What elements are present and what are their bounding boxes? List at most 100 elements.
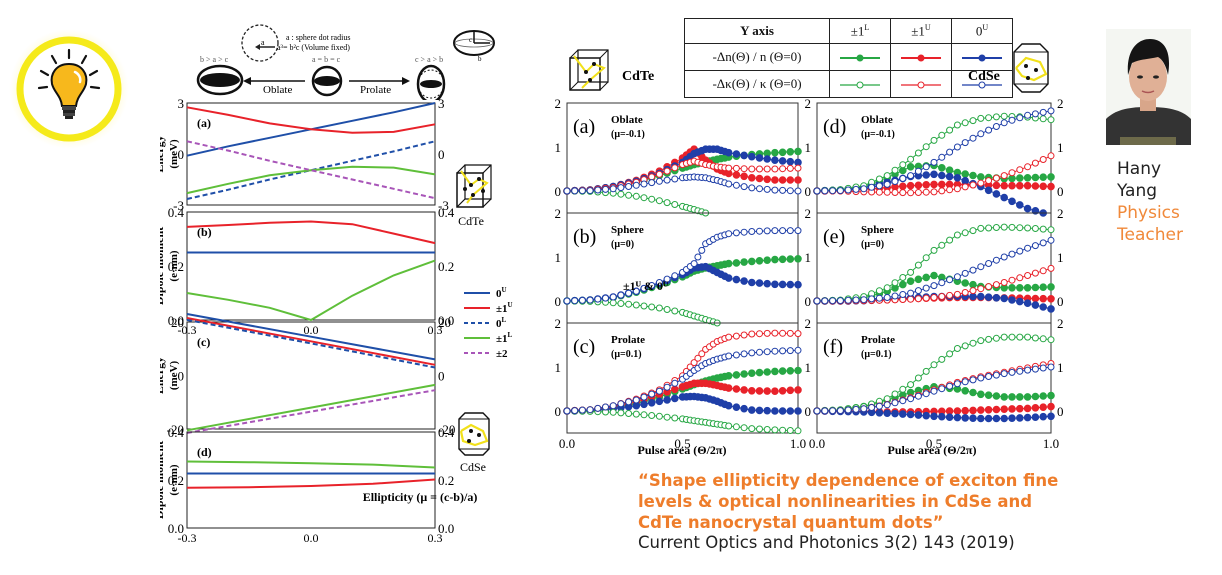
right-panel-f: 0 0 1 1 2 2 0.0 0.5 1.0 (f) Prolate (μ=0.1) [805, 316, 1064, 451]
series-1L-point [985, 114, 993, 122]
series-1L-point [914, 374, 922, 382]
series-1L-point [655, 304, 663, 312]
y-tick-label-right: 3 [438, 96, 445, 111]
series-1L-point [883, 172, 891, 180]
series-nn0U-point [763, 279, 771, 288]
series-0U-point [821, 297, 829, 305]
series-1L-point [1031, 334, 1039, 342]
series-0U-point [922, 163, 930, 171]
series-1L-point [969, 117, 977, 125]
series-0U-point [899, 175, 907, 182]
series-1U-point [1016, 166, 1024, 174]
series-1L-point [1031, 225, 1039, 232]
y-tick-label: 2 [555, 316, 562, 331]
series-nn1L-point [1031, 392, 1040, 401]
series-1U-point [1000, 279, 1008, 286]
left-panel-c: -20 -20 0 0 20 20 (c) Energy (meV) [160, 313, 455, 437]
y-tick-label-right: 2 [1057, 206, 1064, 221]
series-1L-point [953, 231, 961, 239]
series-1L-point [922, 254, 930, 262]
series-1L-point [648, 195, 656, 203]
series-0U-point [625, 183, 633, 190]
series-1L-point [671, 201, 679, 208]
series-0U-point [836, 187, 844, 195]
series-nn0U-point [922, 171, 931, 179]
series-0U-point [563, 407, 571, 415]
series-nn0U-point [1016, 201, 1024, 209]
series-nn0U-point [953, 413, 962, 422]
series-nn1L-point [778, 148, 787, 157]
series-0U-point [1008, 250, 1016, 258]
series-1U-point [946, 186, 954, 194]
y-tick-label: 0.2 [168, 259, 184, 274]
series-1U-point [1031, 159, 1039, 167]
series-0U-point [860, 296, 868, 304]
series-nn0U-point [732, 275, 741, 284]
series-1L-point [1039, 335, 1047, 343]
y-tick-label: 0 [555, 294, 562, 309]
series-0U-point [602, 294, 609, 302]
y-axis-unit: (meV) [168, 361, 180, 391]
series-0U-point [1016, 114, 1024, 122]
series-0U-point [1047, 107, 1055, 115]
series-0U-point [1031, 110, 1039, 118]
series-0U-point [640, 284, 648, 292]
x-tick-label: 0.0 [304, 531, 319, 545]
series-1U-point [922, 294, 930, 302]
series-1U-point [725, 164, 733, 172]
series-nn0U-point [748, 406, 756, 414]
x-tick-label: 1.0 [790, 436, 806, 451]
series-1U-point [899, 189, 907, 197]
series-nn1L-point [1008, 284, 1016, 292]
series-1U-point [883, 188, 891, 196]
series-0U-point [578, 406, 586, 414]
series-0U-point [938, 385, 946, 393]
series-nn1L-point [786, 148, 795, 156]
legend-header-0U: 0U [951, 18, 1013, 44]
series-0U-point [907, 289, 915, 297]
series-1L-point [794, 427, 802, 435]
series-line-1U [186, 478, 436, 489]
prolate-label: Prolate [360, 84, 391, 96]
series-1U-point [938, 293, 946, 300]
series-1U-point [1016, 274, 1024, 282]
series-0U-point [1024, 366, 1032, 374]
legend-label: 0L [496, 316, 507, 330]
series-nn0U-point [763, 155, 771, 163]
y-tick-label: 1 [555, 140, 562, 155]
series-1L-point [663, 413, 671, 421]
series-1U-point [977, 285, 985, 293]
series-nn1L-point [906, 277, 915, 285]
series-0U-point [763, 185, 771, 193]
series-1L-line [816, 226, 1052, 302]
series-nn1U-point [1031, 182, 1040, 190]
series-nn1U-point [1023, 181, 1032, 190]
series-nn1U-point [914, 181, 923, 190]
x-tick-label: -0.3 [178, 531, 197, 545]
panel-label: (a) [197, 116, 211, 130]
series-nn1U-point [778, 387, 787, 395]
y-tick-label-right: -20 [438, 422, 455, 437]
x-tick-label: 0.5 [674, 436, 690, 451]
x-tick-label: 0.3 [428, 531, 443, 545]
series-0U-point [930, 158, 938, 166]
series-nn0U-point [1000, 193, 1009, 202]
series-0U-point [829, 187, 837, 195]
volume-fixed-label: a³= b²c (Volume fixed) [277, 43, 350, 52]
series-nn0U-point [977, 414, 985, 423]
series-1L-point [1016, 224, 1024, 232]
series-0U-point [1031, 365, 1039, 373]
series-nn0U-point [1023, 204, 1032, 213]
series-0U-point [875, 402, 883, 410]
teacher-photo [1106, 29, 1191, 145]
legend-swatch-open-blue [962, 81, 1002, 89]
series-nn0U-point [755, 279, 764, 287]
series-0U-point [602, 185, 609, 193]
series-1L-point [930, 136, 938, 144]
series-0U-point [961, 269, 969, 277]
series-nn0U-point [794, 407, 802, 415]
series-0U-point [844, 186, 852, 194]
series-nn1L-point [930, 271, 938, 280]
series-0U-point [829, 407, 837, 415]
series-1L-point [922, 367, 930, 375]
